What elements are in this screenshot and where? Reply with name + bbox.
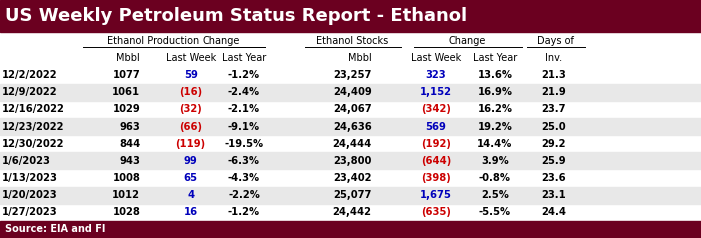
Text: -2.2%: -2.2% [228, 190, 260, 200]
Text: (16): (16) [179, 87, 202, 97]
Text: 24,442: 24,442 [332, 207, 372, 217]
Text: -2.1%: -2.1% [228, 104, 260, 114]
Text: -1.2%: -1.2% [228, 207, 260, 217]
Text: -5.5%: -5.5% [479, 207, 511, 217]
Text: (192): (192) [421, 139, 451, 149]
Text: 23,800: 23,800 [333, 156, 372, 166]
Text: Ethanol Production: Ethanol Production [107, 36, 199, 46]
Text: 4: 4 [187, 190, 194, 200]
Text: (66): (66) [179, 122, 202, 132]
Text: 21.9: 21.9 [541, 87, 566, 97]
Text: 99: 99 [184, 156, 198, 166]
Text: Source: EIA and FI: Source: EIA and FI [5, 224, 105, 234]
Text: 24,636: 24,636 [333, 122, 372, 132]
Text: 29.2: 29.2 [542, 139, 566, 149]
Text: 12/16/2022: 12/16/2022 [2, 104, 65, 114]
Text: -19.5%: -19.5% [224, 139, 264, 149]
Text: (644): (644) [421, 156, 451, 166]
Text: 1/20/2023: 1/20/2023 [2, 190, 57, 200]
Text: 12/30/2022: 12/30/2022 [2, 139, 64, 149]
Text: -9.1%: -9.1% [228, 122, 260, 132]
Text: 23.1: 23.1 [541, 190, 566, 200]
Text: 3.9%: 3.9% [481, 156, 509, 166]
Text: (342): (342) [421, 104, 451, 114]
Text: Last Week: Last Week [165, 53, 216, 63]
Text: 12/2/2022: 12/2/2022 [2, 70, 57, 80]
Text: Last Week: Last Week [411, 53, 461, 63]
Text: 16.9%: 16.9% [477, 87, 512, 97]
Text: 844: 844 [119, 139, 140, 149]
Text: 25.9: 25.9 [541, 156, 566, 166]
Text: US Weekly Petroleum Status Report - Ethanol: US Weekly Petroleum Status Report - Etha… [5, 7, 467, 25]
Text: -1.2%: -1.2% [228, 70, 260, 80]
Text: 24,067: 24,067 [333, 104, 372, 114]
Text: 323: 323 [426, 70, 447, 80]
Text: 13.6%: 13.6% [477, 70, 512, 80]
Text: 23,257: 23,257 [333, 70, 372, 80]
Text: 23,402: 23,402 [333, 173, 372, 183]
Text: 21.3: 21.3 [541, 70, 566, 80]
Text: 24,409: 24,409 [333, 87, 372, 97]
Text: (119): (119) [176, 139, 205, 149]
Text: Inv.: Inv. [545, 53, 562, 63]
Text: 14.4%: 14.4% [477, 139, 512, 149]
Text: -6.3%: -6.3% [228, 156, 260, 166]
Bar [0, 118, 701, 135]
Text: Mbbl: Mbbl [116, 53, 140, 63]
Text: 1008: 1008 [112, 173, 140, 183]
Text: 19.2%: 19.2% [477, 122, 512, 132]
Text: 943: 943 [119, 156, 140, 166]
Text: 1/6/2023: 1/6/2023 [2, 156, 51, 166]
Text: 24,444: 24,444 [332, 139, 372, 149]
Text: 16: 16 [184, 207, 198, 217]
Text: 1,675: 1,675 [420, 190, 452, 200]
Bar [0, 152, 701, 169]
Text: Days of: Days of [538, 36, 574, 46]
Text: Last Year: Last Year [222, 53, 266, 63]
Text: 1/13/2023: 1/13/2023 [2, 173, 58, 183]
Text: 2.5%: 2.5% [481, 190, 509, 200]
Text: 25.0: 25.0 [541, 122, 566, 132]
Text: 65: 65 [184, 173, 198, 183]
Text: Change: Change [449, 36, 486, 46]
Text: 16.2%: 16.2% [477, 104, 512, 114]
Text: 1077: 1077 [112, 70, 140, 80]
Text: Ethanol Stocks: Ethanol Stocks [316, 36, 389, 46]
Text: 569: 569 [426, 122, 447, 132]
Text: 24.4: 24.4 [541, 207, 566, 217]
Text: 1,152: 1,152 [420, 87, 452, 97]
Text: (32): (32) [179, 104, 202, 114]
Text: (635): (635) [421, 207, 451, 217]
Text: 1029: 1029 [112, 104, 140, 114]
Bar [0, 221, 701, 238]
Text: 59: 59 [184, 70, 198, 80]
Text: 1061: 1061 [112, 87, 140, 97]
Text: -2.4%: -2.4% [228, 87, 260, 97]
Text: Mbbl: Mbbl [348, 53, 372, 63]
Text: 12/9/2022: 12/9/2022 [2, 87, 57, 97]
Text: Change: Change [203, 36, 240, 46]
Text: 1012: 1012 [112, 190, 140, 200]
Bar [0, 187, 701, 204]
Text: Last Year: Last Year [472, 53, 517, 63]
Text: 25,077: 25,077 [333, 190, 372, 200]
Text: 23.6: 23.6 [541, 173, 566, 183]
Text: 23.7: 23.7 [542, 104, 566, 114]
Text: (398): (398) [421, 173, 451, 183]
Text: -0.8%: -0.8% [479, 173, 511, 183]
Bar [0, 84, 701, 101]
Text: 1028: 1028 [112, 207, 140, 217]
Bar [0, 0, 701, 32]
Text: 963: 963 [119, 122, 140, 132]
Text: -4.3%: -4.3% [228, 173, 260, 183]
Text: 12/23/2022: 12/23/2022 [2, 122, 64, 132]
Text: 1/27/2023: 1/27/2023 [2, 207, 57, 217]
